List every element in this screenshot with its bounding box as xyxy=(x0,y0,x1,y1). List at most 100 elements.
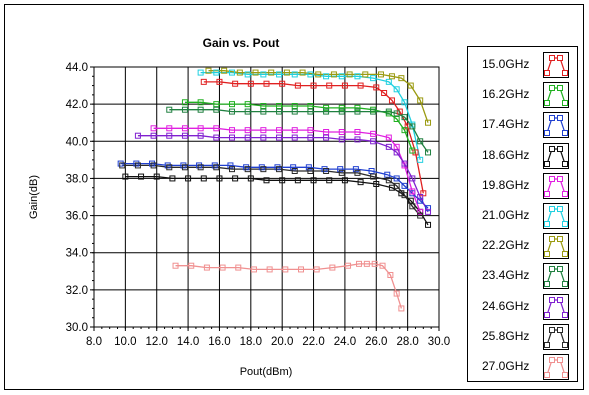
data-point-18-6ghz xyxy=(357,179,364,186)
data-point-25-8ghz xyxy=(276,166,283,173)
data-point-24-6ghz xyxy=(276,134,283,141)
data-point-27-0ghz xyxy=(219,264,226,271)
data-point-17-4ghz xyxy=(117,160,124,167)
legend-swatch-icon xyxy=(543,82,569,109)
data-point-16-2ghz xyxy=(276,103,283,109)
data-point-17-4ghz xyxy=(211,162,218,169)
data-point-16-2ghz xyxy=(393,116,400,122)
data-point-25-8ghz xyxy=(244,166,251,173)
data-point-24-6ghz xyxy=(307,134,314,141)
data-point-19-8ghz xyxy=(393,143,400,150)
legend-swatch-icon xyxy=(543,293,569,320)
data-point-24-6ghz xyxy=(150,132,157,139)
data-point-19-8ghz xyxy=(338,129,345,135)
data-point-25-8ghz xyxy=(401,192,408,199)
data-point-15-0ghz xyxy=(263,80,270,87)
data-point-19-8ghz xyxy=(323,129,330,135)
data-point-16-2ghz xyxy=(401,127,408,134)
data-point-24-6ghz xyxy=(338,136,345,143)
legend-item-21-0ghz: 21.0GHz xyxy=(468,202,577,232)
data-point-17-4ghz xyxy=(149,160,156,167)
legend-swatch-icon xyxy=(543,52,569,78)
data-point-17-4ghz xyxy=(321,166,328,173)
x-tick-label: 26.0 xyxy=(365,336,387,348)
series-line-27-0ghz xyxy=(175,263,403,309)
data-point-17-4ghz xyxy=(305,164,312,171)
data-point-16-2ghz xyxy=(181,99,188,106)
data-point-23-4ghz xyxy=(166,106,173,113)
series-line-24-6ghz xyxy=(137,135,429,213)
legend-label: 19.8GHz xyxy=(482,177,530,192)
data-point-24-6ghz xyxy=(166,132,173,139)
data-point-21-0ghz xyxy=(338,73,345,80)
series-line-18-6ghz xyxy=(125,175,429,226)
y-tick-label: 36.0 xyxy=(66,211,88,223)
data-point-21-0ghz xyxy=(354,73,361,80)
data-point-27-0ghz xyxy=(298,266,304,273)
data-point-15-0ghz xyxy=(412,149,419,156)
data-point-27-0ghz xyxy=(329,264,336,271)
data-point-25-8ghz xyxy=(417,212,424,219)
data-point-24-6ghz xyxy=(213,134,220,141)
data-point-17-4ghz xyxy=(227,162,234,169)
data-point-22-2ghz xyxy=(417,97,424,104)
data-point-23-4ghz xyxy=(323,108,330,115)
data-point-27-0ghz xyxy=(266,266,273,273)
y-tick-label: 44.0 xyxy=(66,62,88,74)
data-point-23-4ghz xyxy=(244,108,251,115)
data-point-21-0ghz xyxy=(385,78,392,85)
data-point-18-6ghz xyxy=(326,177,333,184)
data-point-23-4ghz xyxy=(307,108,314,115)
data-point-21-0ghz xyxy=(393,86,400,93)
data-point-15-0ghz xyxy=(373,84,380,91)
legend-item-27-0ghz: 27.0GHz xyxy=(468,353,577,383)
data-point-22-2ghz xyxy=(425,119,432,126)
legend-item-18-6ghz: 18.6GHz xyxy=(468,142,577,172)
legend-label: 23.4GHz xyxy=(482,268,530,283)
legend-item-22-2ghz: 22.2GHz xyxy=(468,232,577,262)
data-point-24-6ghz xyxy=(425,208,432,215)
x-tick-label: 10.0 xyxy=(114,336,136,348)
data-point-24-6ghz xyxy=(354,136,361,143)
data-point-22-2ghz xyxy=(398,75,405,82)
data-point-15-0ghz xyxy=(232,80,239,87)
data-point-18-6ghz xyxy=(122,173,129,180)
data-point-15-0ghz xyxy=(388,97,395,104)
legend-label: 27.0GHz xyxy=(482,359,530,373)
y-tick-label: 42.0 xyxy=(66,99,88,111)
data-point-17-4ghz xyxy=(425,205,432,212)
data-point-24-6ghz xyxy=(393,149,400,156)
plot-area-border xyxy=(93,66,440,328)
series-line-22-2ghz xyxy=(208,70,429,123)
data-point-23-4ghz xyxy=(338,108,345,115)
y-tick-label: 32.0 xyxy=(66,285,88,297)
data-point-21-0ghz xyxy=(244,71,251,78)
data-point-22-2ghz xyxy=(315,71,322,78)
data-point-18-6ghz xyxy=(425,221,432,228)
data-point-19-8ghz xyxy=(229,127,235,134)
data-point-24-6ghz xyxy=(401,160,408,167)
data-point-25-8ghz xyxy=(307,168,314,174)
x-tick-label: 24.0 xyxy=(334,336,356,348)
data-point-19-8ghz xyxy=(260,127,267,134)
data-point-24-6ghz xyxy=(134,132,141,139)
data-point-18-6ghz xyxy=(279,177,286,184)
data-point-22-2ghz xyxy=(407,82,414,89)
data-point-23-4ghz xyxy=(181,106,188,113)
data-point-23-4ghz xyxy=(401,114,408,121)
data-point-27-0ghz xyxy=(188,262,195,269)
data-point-17-4ghz xyxy=(243,164,250,171)
data-point-15-0ghz xyxy=(200,78,207,85)
data-point-23-4ghz xyxy=(393,110,400,117)
data-point-21-0ghz xyxy=(370,75,377,82)
data-point-16-2ghz xyxy=(229,101,235,108)
data-point-21-0ghz xyxy=(417,156,424,163)
data-point-22-2ghz xyxy=(205,67,212,74)
data-point-25-8ghz xyxy=(197,164,204,171)
data-point-22-2ghz xyxy=(330,71,337,78)
x-tick-label: 20.0 xyxy=(271,336,293,348)
data-point-15-0ghz xyxy=(294,82,301,89)
legend-swatch-icon xyxy=(543,263,569,290)
data-point-27-0ghz xyxy=(379,262,386,269)
